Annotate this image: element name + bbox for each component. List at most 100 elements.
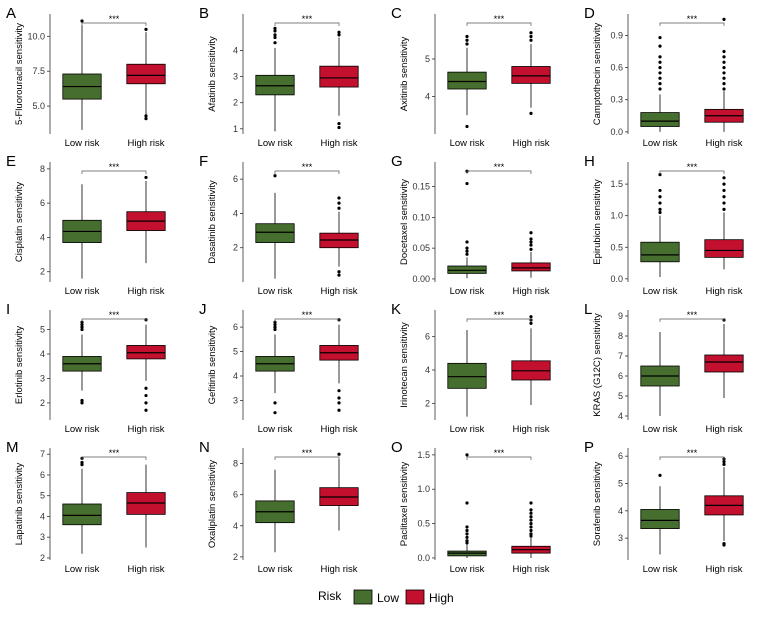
outlier-point-g-high bbox=[529, 237, 533, 241]
significance-bracket-p bbox=[659, 456, 725, 460]
panel-n: N Oxaliplatin sensitivity 2 4 6 8 Low risk High… bbox=[199, 439, 359, 575]
x-tick-label-f-high: High risk bbox=[321, 286, 358, 297]
significance-bracket-d bbox=[659, 22, 725, 26]
outlier-point-a-high bbox=[144, 114, 148, 118]
x-tick-label-k-low: Low risk bbox=[450, 424, 485, 435]
outlier-point-n-high bbox=[337, 452, 341, 456]
box-g-low bbox=[447, 265, 487, 274]
box-l-high bbox=[704, 354, 744, 373]
y-axis-label-l: KRAS (G12C) sensitivity bbox=[592, 313, 603, 417]
outlier-point-d-low bbox=[658, 87, 662, 91]
box-i-high bbox=[126, 345, 166, 360]
outlier-point-p-high bbox=[722, 460, 726, 464]
panel-letter-h: H bbox=[584, 153, 595, 170]
significance-bracket-h bbox=[659, 170, 725, 174]
y-tick-label-l: 9 bbox=[618, 311, 623, 321]
significance-bracket-g bbox=[466, 170, 532, 174]
outlier-point-b-high bbox=[337, 33, 341, 37]
y-axis-label-o: Paclitaxel sensitivity bbox=[399, 462, 410, 547]
y-tick-label-c: 4 bbox=[425, 92, 430, 102]
y-axis-label-b: Afatinib sensitivity bbox=[207, 36, 218, 112]
panels: A5-Fluorouracil sensitivity 5.07.510.0Low… bbox=[6, 5, 744, 575]
x-tick-label-c-high: High risk bbox=[513, 138, 550, 149]
significance-bracket-j bbox=[274, 318, 340, 322]
significance-bracket-a bbox=[81, 22, 147, 26]
significance-label-i: *** bbox=[109, 310, 120, 320]
outlier-point-o-high bbox=[529, 528, 533, 533]
outlier-point-o-low bbox=[465, 453, 469, 457]
outlier-point-c-low bbox=[465, 124, 469, 129]
outlier-point-o-high bbox=[529, 511, 533, 515]
outlier-point-o-high bbox=[529, 515, 533, 519]
outlier-point-c-low bbox=[465, 34, 469, 39]
box-b-high bbox=[319, 65, 359, 88]
y-tick-label-l: 7 bbox=[618, 351, 623, 361]
significance-bracket-n bbox=[274, 456, 340, 460]
panel-e: E Cisplatin sensitivity 2 4 6 8 Low risk High r… bbox=[6, 153, 166, 297]
x-tick-label-d-high: High risk bbox=[706, 138, 743, 149]
x-tick-label-g-low: Low risk bbox=[450, 286, 485, 297]
panel-letter-i: I bbox=[6, 301, 10, 318]
outlier-point-b-low bbox=[273, 26, 277, 30]
outlier-point-b-high bbox=[337, 30, 341, 34]
x-tick-label-k-high: High risk bbox=[513, 424, 550, 435]
outlier-point-i-low bbox=[80, 401, 84, 405]
y-tick-label-o: 0.5 bbox=[417, 519, 430, 529]
y-tick-label-p: 5 bbox=[618, 479, 623, 489]
y-tick-label-b: 3 bbox=[233, 72, 238, 82]
significance-label-n: *** bbox=[302, 448, 313, 458]
significance-label-d: *** bbox=[687, 14, 698, 24]
y-tick-label-m: 3 bbox=[40, 532, 45, 542]
outlier-point-d-low bbox=[658, 55, 662, 59]
outlier-point-j-high bbox=[337, 389, 341, 393]
y-tick-label-a: 5.0 bbox=[32, 101, 45, 111]
outlier-point-g-low bbox=[465, 246, 469, 250]
significance-bracket-b bbox=[274, 22, 340, 26]
y-tick-label-k: 6 bbox=[425, 332, 430, 342]
outlier-point-b-high bbox=[337, 125, 341, 130]
significance-label-k: *** bbox=[494, 310, 505, 320]
outlier-point-i-high bbox=[144, 408, 148, 412]
outlier-point-b-low bbox=[273, 41, 277, 45]
panel-b: B Afatinib sensitivity 1 2 3 4 Low risk High ri… bbox=[199, 5, 359, 149]
outlier-point-c-high bbox=[529, 38, 533, 42]
box-d-low bbox=[640, 112, 680, 127]
panel-letter-b: B bbox=[199, 5, 209, 22]
y-tick-label-i: 2 bbox=[40, 398, 45, 408]
y-tick-label-m: 7 bbox=[40, 449, 45, 459]
y-tick-label-h: 1.5 bbox=[610, 179, 623, 189]
panel-o: O Paclitaxel sensitivity 0.0 0.5 1.0 1.5 Low r… bbox=[391, 439, 551, 575]
outlier-point-i-high bbox=[144, 401, 148, 405]
significance-bracket-o bbox=[466, 456, 532, 460]
significance-bracket-m bbox=[81, 456, 147, 460]
outlier-point-j-low bbox=[273, 320, 277, 324]
x-tick-label-g-high: High risk bbox=[513, 286, 550, 297]
y-tick-label-j: 6 bbox=[233, 322, 238, 332]
y-axis-label-h: Epirubicin sensitivity bbox=[592, 179, 603, 265]
y-tick-label-h: 0.0 bbox=[610, 274, 623, 284]
outlier-point-d-low bbox=[658, 60, 662, 64]
outlier-point-j-high bbox=[337, 401, 341, 405]
outlier-point-o-low bbox=[465, 535, 469, 539]
outlier-point-c-high bbox=[529, 111, 533, 115]
y-tick-label-e: 2 bbox=[40, 267, 45, 277]
x-tick-label-o-low: Low risk bbox=[450, 564, 485, 575]
outlier-point-p-low bbox=[658, 473, 662, 477]
outlier-point-f-high bbox=[337, 206, 341, 210]
outlier-point-d-high bbox=[722, 60, 726, 64]
panel-letter-g: G bbox=[391, 153, 403, 170]
outlier-point-g-low bbox=[465, 249, 469, 253]
box-b-low bbox=[255, 74, 295, 96]
x-tick-label-i-high: High risk bbox=[128, 424, 165, 435]
outlier-point-o-low bbox=[465, 539, 469, 543]
panel-p: P Sorafenib sensitivity 3 4 5 6 Low risk High r… bbox=[584, 439, 744, 575]
y-tick-label-c: 5 bbox=[425, 54, 430, 64]
outlier-point-j-low bbox=[273, 323, 277, 327]
panel-c: C Axitinib sensitivity 4 5 Low risk High risk… bbox=[391, 5, 551, 149]
outlier-point-k-high bbox=[529, 321, 533, 325]
x-tick-label-c-low: Low risk bbox=[450, 138, 485, 149]
y-tick-label-o: 0.0 bbox=[417, 553, 430, 563]
outlier-point-g-high bbox=[529, 231, 533, 235]
y-axis-label-i: Erlotinib sensitivity bbox=[14, 326, 25, 404]
